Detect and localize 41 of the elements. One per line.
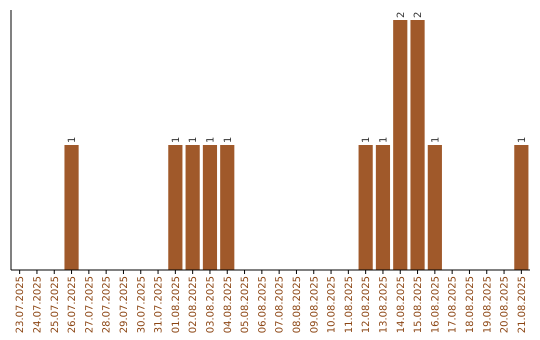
x-tick-label: 31.07.2025 [154,276,165,334]
x-tick-label: 05.08.2025 [240,276,252,334]
data-label: 2 [396,12,407,18]
data-label: 1 [361,136,372,143]
x-tick-label: 11.08.2025 [344,276,355,334]
x-tick-label: 21.08.2025 [516,276,528,334]
x-tick-label: 29.07.2025 [118,276,130,334]
x-tick-label: 30.07.2025 [136,276,148,334]
x-tick-label: 13.08.2025 [378,276,390,334]
x-tick-label: 15.08.2025 [413,276,424,334]
data-label: 1 [430,136,442,143]
x-tick-label: 06.08.2025 [257,276,268,334]
x-tick-label: 03.08.2025 [205,276,216,334]
x-tick-label: 01.08.2025 [170,276,182,334]
x-tick-label: 12.08.2025 [361,276,372,334]
data-label: 1 [170,136,182,143]
x-tick-label: 26.07.2025 [67,276,78,334]
x-tick-label: 08.08.2025 [292,276,303,334]
x-tick-label: 14.08.2025 [396,276,407,334]
x-tick-label: 04.08.2025 [222,276,234,334]
x-tick-label: 02.08.2025 [188,276,200,334]
data-label: 1 [222,136,234,143]
x-tick-label: 20.08.2025 [500,276,511,334]
x-tick-label: 28.07.2025 [102,276,113,334]
x-tick-label: 25.07.2025 [50,276,61,334]
x-tick-label: 10.08.2025 [326,276,338,334]
x-tick-label: 17.08.2025 [448,276,459,334]
x-tick-label: 16.08.2025 [430,276,442,334]
x-tick-label: 18.08.2025 [464,276,476,334]
x-tick-label: 24.07.2025 [32,276,44,334]
data-label: 1 [516,136,528,143]
x-tick-label: 09.08.2025 [309,276,320,334]
x-tick-label: 07.08.2025 [274,276,286,334]
x-tick-label: 23.07.2025 [15,276,26,334]
data-label: 1 [378,136,390,143]
x-tick-label: 19.08.2025 [482,276,494,334]
data-label: 2 [413,12,424,18]
data-label: 1 [205,136,216,143]
x-tick-label: 27.07.2025 [84,276,96,334]
data-label: 1 [188,136,200,143]
data-label: 1 [67,136,78,143]
